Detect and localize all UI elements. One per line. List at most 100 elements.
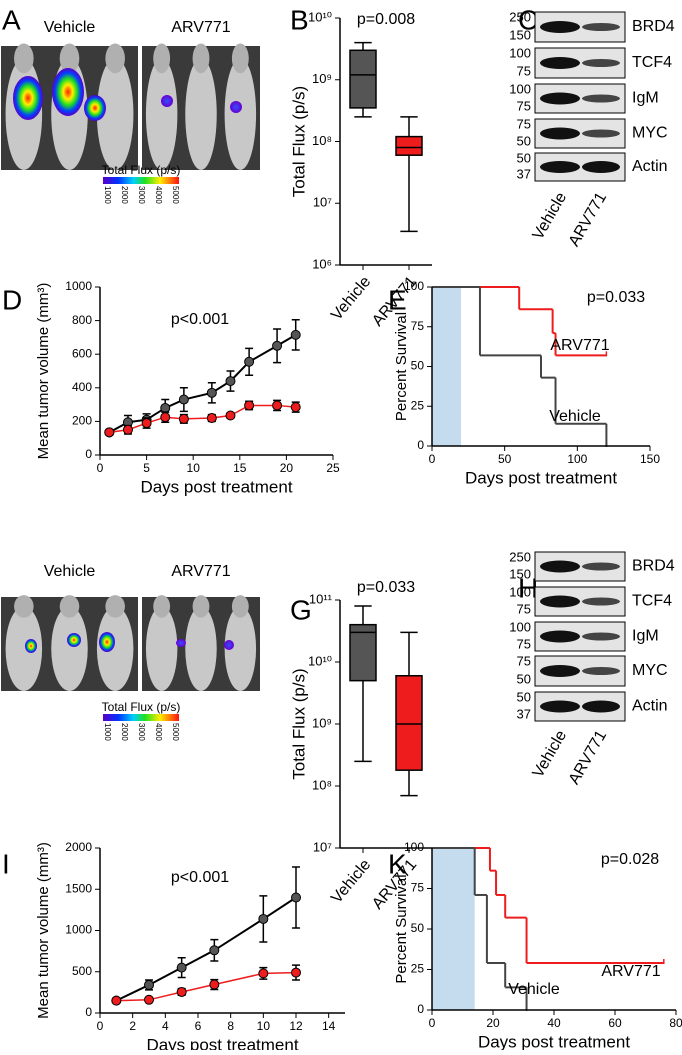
band bbox=[540, 127, 580, 140]
mouse bbox=[224, 58, 257, 171]
point bbox=[178, 413, 189, 424]
mouse-head bbox=[59, 595, 80, 618]
y-tick-label: 1500 bbox=[65, 881, 92, 895]
point bbox=[244, 356, 255, 367]
annotation: p=0.028 bbox=[601, 851, 659, 868]
protein-label: IgM bbox=[632, 90, 659, 107]
panel-label: H bbox=[518, 572, 538, 603]
x-tick-label: 0 bbox=[429, 452, 436, 466]
y-tick-label: 10⁷ bbox=[313, 195, 332, 210]
y-tick-label: 100 bbox=[404, 840, 424, 854]
y-tick-label: 25 bbox=[411, 962, 425, 976]
y-tick-label: 50 bbox=[411, 921, 425, 935]
point bbox=[144, 979, 154, 990]
x-tick-label: 15 bbox=[233, 461, 247, 475]
y-tick-label: 1000 bbox=[65, 923, 92, 937]
y-tick-label: 10⁹ bbox=[312, 71, 332, 86]
group-label: ARV771 bbox=[171, 563, 230, 580]
x-tick-label: 4 bbox=[162, 1019, 169, 1033]
series-line bbox=[115, 896, 297, 1002]
band bbox=[540, 92, 580, 105]
y-axis-title: Total Flux (p/s) bbox=[289, 668, 308, 779]
y-tick-label: 50 bbox=[411, 359, 425, 373]
y-tick-label: 25 bbox=[411, 398, 425, 412]
colorbar bbox=[103, 714, 179, 721]
band bbox=[582, 129, 620, 138]
y-tick-label: 1000 bbox=[65, 279, 92, 293]
point bbox=[178, 394, 189, 405]
point bbox=[176, 986, 187, 997]
band bbox=[582, 23, 620, 31]
group-label: Vehicle bbox=[44, 19, 96, 36]
panel-label: K bbox=[388, 848, 407, 879]
y-tick-label: 10⁸ bbox=[312, 777, 332, 792]
x-tick-label: 150 bbox=[640, 452, 660, 466]
mouse-head bbox=[14, 595, 34, 618]
mw-marker: 37 bbox=[517, 706, 531, 721]
mw-marker: 100 bbox=[509, 45, 531, 60]
lane-label: ARV771 bbox=[566, 728, 610, 788]
protein-label: BRD4 bbox=[632, 18, 675, 35]
lane-label: ARV771 bbox=[566, 190, 610, 250]
band bbox=[540, 57, 580, 69]
x-tick-label: Vehicle bbox=[328, 273, 374, 324]
colorbar-tick: 5000 bbox=[171, 723, 180, 741]
x-tick-label: 50 bbox=[498, 452, 512, 466]
y-tick-label: 0 bbox=[85, 447, 92, 461]
box bbox=[349, 623, 377, 682]
x-axis-title: Days post treatment bbox=[478, 1032, 630, 1050]
annotation: p<0.001 bbox=[171, 311, 229, 328]
colorbar-title: Total Flux (p/s) bbox=[102, 700, 181, 714]
mouse bbox=[5, 606, 43, 691]
mouse bbox=[224, 606, 257, 691]
panel-label: B bbox=[290, 4, 309, 35]
point bbox=[160, 402, 171, 413]
point bbox=[176, 962, 187, 973]
y-tick-label: 0 bbox=[417, 438, 424, 452]
band bbox=[582, 562, 620, 571]
protein-label: Actin bbox=[632, 158, 668, 175]
x-tick-label: 0 bbox=[97, 1019, 104, 1033]
mouse bbox=[96, 606, 134, 691]
band bbox=[540, 560, 580, 573]
signal bbox=[176, 639, 186, 647]
colorbar-tick: 3000 bbox=[137, 723, 146, 741]
x-tick-label: 25 bbox=[326, 461, 340, 475]
y-tick-label: 2000 bbox=[65, 840, 92, 854]
protein-label: MYC bbox=[632, 662, 668, 679]
band bbox=[540, 630, 580, 643]
annotation: p=0.008 bbox=[357, 11, 415, 28]
point bbox=[291, 892, 301, 903]
colorbar-tick: 4000 bbox=[154, 186, 163, 204]
mouse bbox=[96, 58, 134, 171]
mouse-head bbox=[192, 43, 210, 74]
panel-label: C bbox=[518, 4, 538, 35]
signal bbox=[99, 632, 115, 652]
signal bbox=[25, 639, 37, 653]
point bbox=[144, 994, 154, 1005]
series-label: Vehicle bbox=[508, 981, 560, 998]
y-tick-label: 10¹⁰ bbox=[308, 9, 332, 24]
box bbox=[395, 135, 423, 156]
y-tick-label: 800 bbox=[72, 313, 92, 327]
point bbox=[206, 387, 217, 398]
panel-label: I bbox=[2, 848, 10, 879]
point bbox=[290, 402, 301, 413]
x-tick-label: Vehicle bbox=[328, 856, 374, 907]
band bbox=[582, 59, 620, 67]
panel-label: G bbox=[290, 594, 312, 625]
signal bbox=[84, 95, 106, 121]
point bbox=[206, 413, 217, 424]
point bbox=[225, 410, 236, 421]
y-axis-title: Mean tumor volume (mm³) bbox=[35, 842, 52, 1019]
y-axis-title: Percent Survival bbox=[393, 312, 410, 421]
mouse-head bbox=[105, 595, 125, 618]
y-tick-label: 600 bbox=[72, 346, 92, 360]
protein-label: TCF4 bbox=[632, 593, 672, 610]
point bbox=[141, 418, 152, 429]
group-label: ARV771 bbox=[171, 19, 230, 36]
x-tick-label: 12 bbox=[289, 1019, 303, 1033]
band bbox=[582, 597, 620, 606]
treatment-shade bbox=[432, 848, 475, 1010]
signal bbox=[224, 640, 234, 650]
